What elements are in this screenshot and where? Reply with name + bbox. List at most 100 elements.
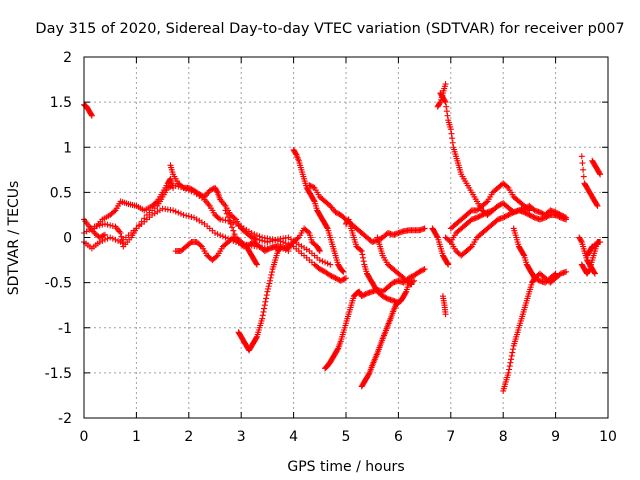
data-point [112,236,119,243]
data-point [333,275,340,282]
data-point [267,277,274,284]
data-point [310,184,317,191]
data-point [408,281,415,288]
data-point [555,213,562,220]
data-point [420,266,427,273]
data-point [219,233,226,240]
data-point [379,293,386,300]
data-point [508,210,515,217]
data-point [200,193,207,200]
data-point [264,239,271,246]
data-point [307,182,314,189]
data-point [322,259,329,266]
x-tick-label: 5 [342,429,351,445]
data-point [344,217,351,224]
data-point [187,185,194,192]
data-point [444,112,451,119]
data-point [339,267,346,274]
tick-marks [83,56,609,419]
data-point [360,258,367,265]
data-point [100,232,107,239]
data-point [316,257,323,264]
data-point [277,245,284,252]
data-point [449,139,456,146]
data-point [442,81,449,88]
data-point [556,213,563,220]
data-point [523,210,530,217]
data-point [505,369,512,376]
data-point [483,199,490,206]
data-point [521,209,528,216]
x-tick-label: 0 [80,429,89,445]
data-point [332,209,339,216]
data-point [170,207,177,214]
data-point [170,184,177,191]
data-point [475,213,482,220]
data-point [197,242,204,249]
data-point [508,356,515,363]
x-tick-label: 10 [599,429,617,445]
data-point [213,188,220,195]
data-point [525,206,532,213]
data-point [101,236,108,243]
data-point [104,235,111,242]
data-point [509,349,516,356]
y-tick-label: -2 [58,411,72,427]
data-point [479,211,486,218]
data-point [448,130,455,137]
data-point [467,208,474,215]
data-point [591,270,598,277]
data-point [335,210,342,217]
data-point [480,211,487,218]
data-point [494,202,501,209]
data-point [308,183,315,190]
data-point [527,212,534,219]
data-point [227,220,234,227]
data-point [402,289,409,296]
data-point [500,214,507,221]
data-point [268,269,275,276]
data-point [263,247,270,254]
data-point [580,166,587,173]
data-marks [81,81,604,394]
y-tick-label: 1 [63,140,72,156]
data-point [436,100,443,107]
data-point [282,240,289,247]
data-point [88,111,95,118]
data-point [263,295,270,302]
data-point [247,241,254,248]
data-point [543,213,550,220]
data-point [501,213,508,220]
data-point [294,235,301,242]
data-point [101,220,108,227]
data-point [597,171,604,178]
data-point [261,248,268,255]
data-point [261,238,268,245]
data-point [535,277,542,284]
x-tick-label: 4 [289,429,298,445]
y-tick-label: 2 [63,50,72,66]
data-point [98,233,105,240]
data-point [445,261,452,268]
data-point [340,276,347,283]
data-point [327,272,334,279]
data-point [542,214,549,221]
data-point [526,207,533,214]
data-point [483,209,490,216]
data-point [361,291,368,298]
data-point [332,275,339,282]
data-point [188,186,195,193]
data-point [337,277,344,284]
data-point [421,266,428,273]
data-point [553,212,560,219]
data-point [538,209,545,216]
data-point [117,229,124,236]
data-point [380,293,387,300]
data-point [476,213,483,220]
data-point [226,217,233,224]
data-point [259,315,266,322]
data-point [443,108,450,115]
x-axis-label: GPS time / hours [287,459,404,475]
data-point [264,246,271,253]
data-point [520,251,527,258]
